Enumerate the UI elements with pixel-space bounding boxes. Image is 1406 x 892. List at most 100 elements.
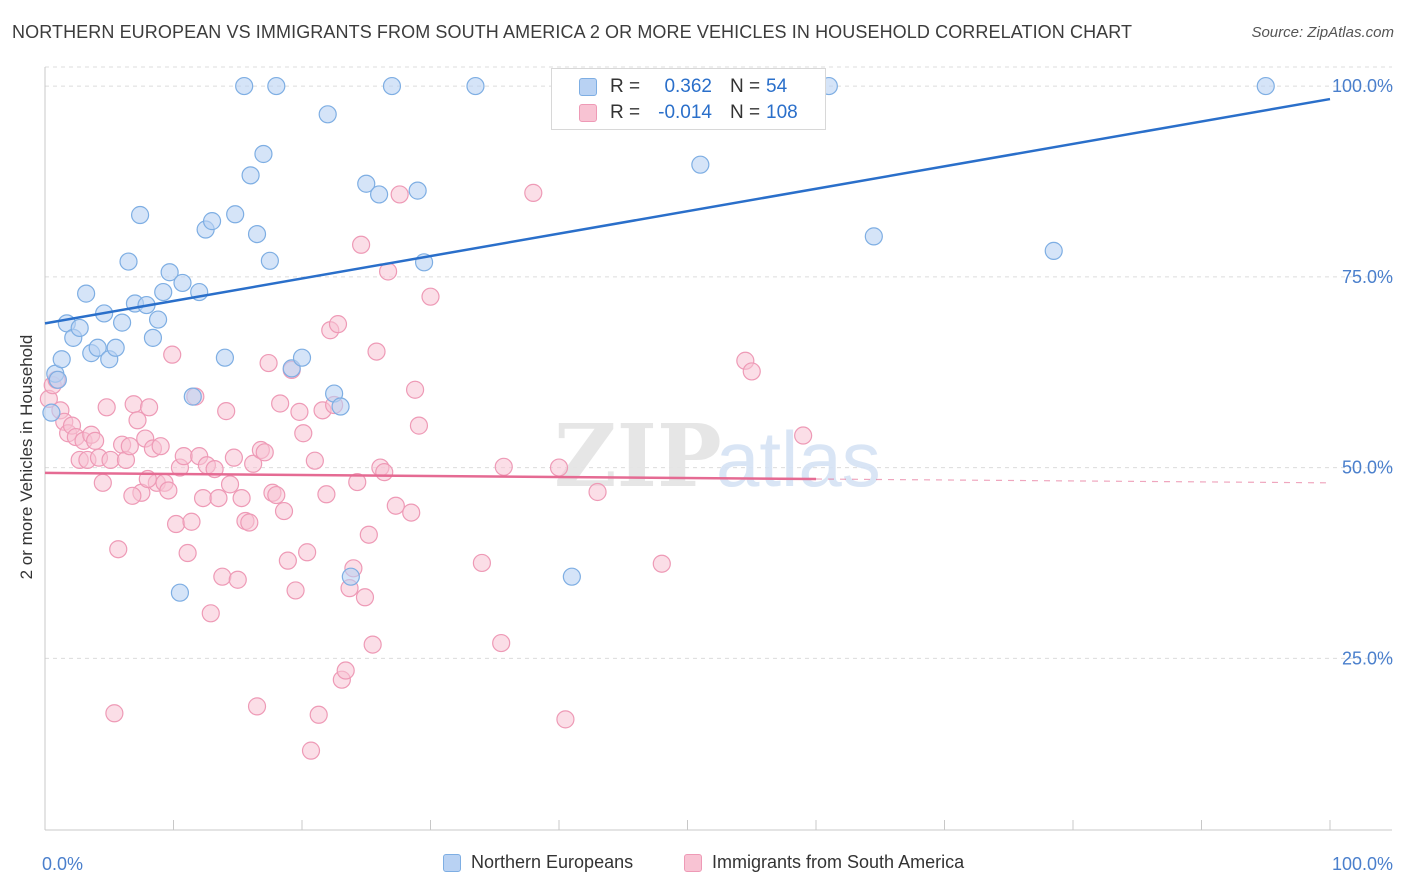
legend-r-value: -0.014 (658, 102, 712, 123)
data-point-immigrants (182, 512, 201, 531)
data-point-immigrants (120, 437, 139, 456)
data-point-immigrants (139, 398, 159, 417)
legend-swatch-blue (443, 853, 461, 872)
data-point-northern-europeans (292, 348, 312, 367)
data-point-northern-europeans (235, 76, 254, 96)
legend-swatch-pink (684, 853, 702, 872)
data-point-northern-europeans (254, 144, 273, 164)
data-point-northern-europeans (267, 76, 286, 96)
data-point-immigrants (267, 485, 286, 505)
y-tick-label: 100.0% (1332, 76, 1393, 96)
data-point-immigrants (309, 705, 328, 724)
trend-line-immigrants-projection (815, 478, 1331, 484)
data-point-immigrants (209, 488, 228, 508)
legend-n-label: N = (730, 76, 761, 97)
data-point-northern-europeans (173, 273, 192, 293)
data-point-northern-europeans (408, 181, 427, 200)
data-point-immigrants (355, 588, 375, 607)
data-point-immigrants (359, 525, 378, 544)
data-point-northern-europeans (130, 205, 150, 225)
data-point-northern-europeans (183, 387, 202, 406)
data-point-northern-europeans (148, 310, 168, 329)
data-point-immigrants (524, 183, 543, 202)
data-point-immigrants (290, 402, 309, 421)
data-point-immigrants (556, 710, 575, 729)
data-point-northern-europeans (226, 205, 245, 224)
data-point-northern-europeans (42, 403, 61, 422)
legend-item-northern-europeans: Northern Europeans (443, 852, 633, 873)
data-point-northern-europeans (357, 174, 376, 193)
legend-item-immigrants: Immigrants from South America (684, 852, 964, 873)
data-point-northern-europeans (112, 313, 132, 332)
data-point-northern-europeans (202, 212, 222, 231)
trend-lines (44, 97, 1331, 484)
data-point-immigrants (348, 472, 367, 492)
data-point-northern-europeans (370, 185, 389, 204)
data-point-northern-europeans (143, 328, 163, 347)
data-point-immigrants (97, 398, 116, 417)
data-point-immigrants (166, 514, 186, 534)
data-point-immigrants (240, 513, 259, 532)
data-point-immigrants (278, 551, 297, 570)
data-point-immigrants (228, 570, 247, 589)
legend-row-immigrants: R = -0.014 N = 108 (552, 100, 825, 126)
data-point-immigrants (247, 697, 267, 716)
data-point-immigrants (494, 457, 513, 476)
data-point-northern-europeans (691, 155, 710, 174)
data-point-northern-europeans (52, 350, 71, 369)
data-point-immigrants (193, 488, 213, 508)
data-point-immigrants (124, 395, 143, 414)
data-point-immigrants (386, 496, 405, 515)
data-point-immigrants (336, 661, 355, 680)
data-point-immigrants (151, 437, 170, 456)
data-point-northern-europeans (215, 348, 234, 367)
y-tick-label: 25.0% (1342, 648, 1393, 668)
data-point-immigrants (352, 235, 371, 254)
data-point-immigrants (652, 554, 671, 573)
x-tick-label: 0.0% (42, 854, 83, 874)
data-point-northern-europeans (331, 397, 350, 416)
data-point-immigrants (274, 501, 294, 521)
legend-r-label: R = (610, 102, 641, 123)
data-point-immigrants (255, 443, 274, 462)
legend-label: Immigrants from South America (712, 852, 965, 872)
watermark-zip: ZIP (554, 406, 722, 507)
data-point-immigrants (128, 411, 147, 430)
data-point-immigrants (217, 402, 236, 421)
data-point-northern-europeans (382, 76, 402, 96)
data-point-immigrants (409, 416, 429, 435)
data-point-northern-europeans (1256, 76, 1275, 96)
data-point-northern-europeans (160, 263, 179, 282)
data-point-northern-europeans (106, 338, 125, 357)
data-point-immigrants (298, 543, 317, 562)
legend-r-label: R = (610, 76, 641, 97)
data-point-immigrants (405, 380, 425, 399)
y-tick-label: 50.0% (1342, 458, 1393, 478)
data-point-immigrants (794, 426, 813, 445)
data-point-northern-europeans (247, 224, 267, 244)
data-point-immigrants (259, 353, 278, 373)
chart-title: NORTHERN EUROPEAN VS IMMIGRANTS FROM SOU… (12, 22, 1133, 42)
data-point-northern-europeans (70, 318, 89, 338)
legend-n-value: 54 (766, 76, 788, 97)
data-point-immigrants (294, 424, 313, 443)
data-point-immigrants (588, 482, 607, 502)
data-point-immigrants (178, 543, 197, 563)
data-point-immigrants (390, 185, 409, 204)
data-point-immigrants (317, 485, 336, 504)
data-point-immigrants (402, 503, 421, 522)
data-point-northern-europeans (864, 227, 883, 246)
data-point-northern-europeans (466, 76, 485, 96)
data-point-immigrants (271, 394, 290, 413)
gridlines (45, 66, 1392, 659)
data-point-immigrants (367, 342, 386, 361)
data-point-immigrants (305, 451, 324, 470)
series-blue-points (42, 76, 1275, 602)
data-point-northern-europeans (562, 567, 581, 586)
data-point-immigrants (301, 741, 321, 760)
data-point-immigrants (163, 345, 182, 364)
data-point-northern-europeans (48, 370, 67, 389)
data-point-immigrants (105, 704, 124, 723)
data-point-immigrants (492, 633, 511, 653)
